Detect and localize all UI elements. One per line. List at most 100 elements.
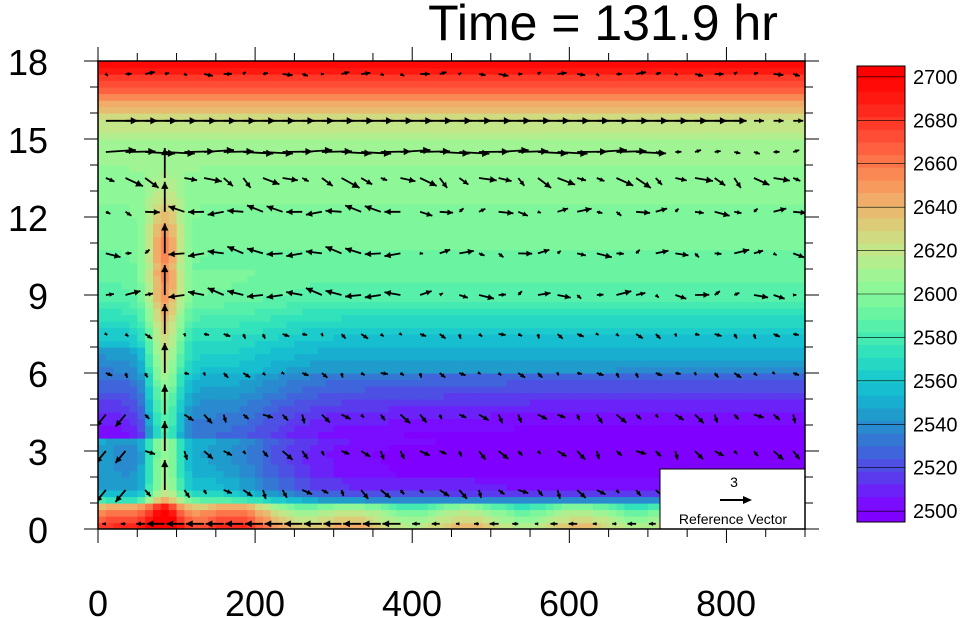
wind-vector [380,489,391,499]
wind-vector [325,245,342,255]
wind-vector [203,413,213,425]
wind-vector [183,413,194,422]
wind-vector [517,372,526,379]
wind-vector [281,489,288,499]
wind-vector [557,413,566,419]
wind-vector [419,414,428,424]
colorbar-swatch [857,294,905,308]
wind-vector [635,450,647,456]
wind-vector [380,72,385,77]
colorbar-swatch [857,167,905,181]
y-axis-tick-labels: 0 3 6 9 12 15 18 [8,42,48,551]
wind-vector [753,450,759,457]
wind-vector [266,293,283,300]
wind-vector [773,118,784,124]
x-tick-label: 400 [382,583,442,618]
wind-vector [714,149,721,154]
wind-vector [753,118,764,124]
wind-vector [648,521,656,526]
wind-vector [321,489,329,494]
x-axis-tick-labels: 0 200 400 600 800 [88,583,756,618]
wind-vector [694,210,704,215]
colorbar-swatch [857,78,905,92]
wind-vector [773,333,781,338]
wind-vector [733,372,742,379]
wind-vector [498,209,514,216]
wind-vector [627,521,637,527]
wind-vector [595,72,600,77]
wind-vector [459,248,474,255]
axis-ticks [84,47,819,543]
wind-vector [733,291,740,297]
wind-vector [282,332,290,338]
wind-vector [615,450,623,457]
wind-vector [320,332,324,337]
wind-vector [438,177,448,189]
wind-vector [398,331,403,336]
colorbar-swatch [857,91,905,105]
wind-vector [792,149,800,154]
wind-vector [301,72,309,77]
x-tick-label: 0 [88,583,108,618]
colorbar-label: 2580 [913,327,958,349]
wind-vector [438,414,443,420]
wind-vector [478,207,486,213]
wind-vector [144,413,150,420]
wind-vector [168,205,185,213]
wind-vector [305,249,322,256]
wind-vector [534,522,539,526]
wind-vector [733,333,738,339]
wind-vector [102,522,106,526]
wind-vector [439,450,447,455]
wind-vector [400,176,416,183]
wind-vector [733,413,740,421]
wind-vector [284,520,303,528]
wind-vector [635,489,642,497]
wind-vector [184,371,190,376]
wind-vector [281,413,289,422]
wind-vector [380,414,386,421]
wind-vector [261,371,267,376]
wind-vector [655,249,669,255]
wind-vector [125,71,132,76]
wind-vector [497,371,502,377]
wind-vector [596,414,604,424]
wind-vector [733,71,738,76]
wind-vector [596,252,613,259]
wind-vector [321,177,334,187]
wind-vector [124,372,129,379]
wind-vector [615,211,622,217]
wind-vector [144,292,154,297]
wind-vector [340,333,347,340]
wind-vector [537,248,550,255]
y-tick-label: 9 [28,276,48,317]
wind-vector [379,332,385,338]
wind-vector [244,520,263,528]
wind-vector [419,290,432,296]
wind-vector [186,520,205,528]
wind-vector [184,176,198,183]
wind-vector [595,332,600,336]
wind-vector [517,450,523,457]
wind-vector [266,205,283,213]
wind-vector [575,414,581,421]
wind-vector [364,250,381,258]
wind-vector [438,292,444,297]
wind-vector [364,205,382,213]
wind-vector [714,71,724,77]
wind-vector [592,521,597,526]
wind-vector [714,177,726,187]
wind-vector [498,177,512,183]
wind-vector [557,450,568,458]
wind-vector [136,521,146,527]
wind-vector [674,413,685,421]
wind-vector [183,450,189,461]
wind-vector [753,71,759,76]
wind-vector [105,252,121,259]
wind-vector [537,177,552,189]
wind-vector [536,71,542,76]
wind-vector [114,414,127,428]
wind-vector [518,147,549,155]
wind-vector [344,204,362,213]
wind-vector [635,291,646,297]
